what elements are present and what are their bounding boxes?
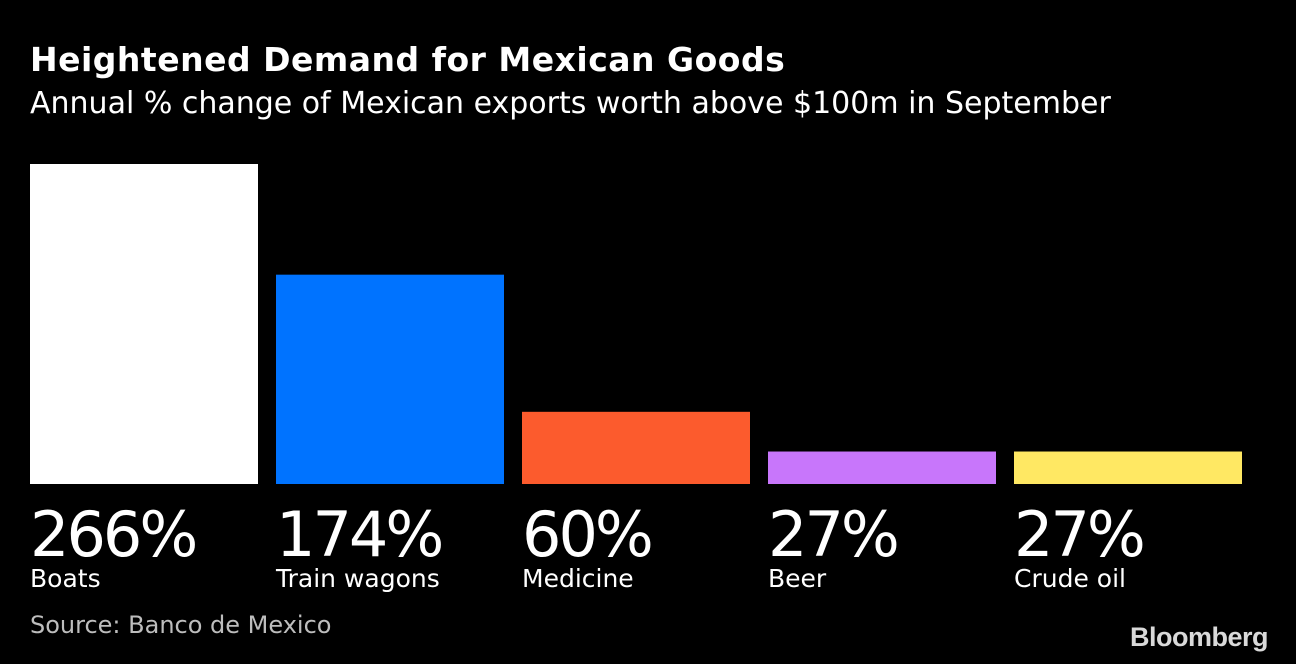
bar-train-wagons: [276, 274, 504, 484]
chart-subtitle: Annual % change of Mexican exports worth…: [30, 86, 1111, 121]
bar-medicine: [522, 411, 750, 484]
bar-beer: [768, 451, 996, 484]
source-note: Source: Banco de Mexico: [30, 611, 332, 639]
chart-title: Heightened Demand for Mexican Goods: [30, 40, 786, 79]
value-label: 174%: [276, 498, 441, 571]
category-label: Train wagons: [275, 564, 440, 593]
category-label: Medicine: [522, 564, 634, 593]
bar-boats: [30, 164, 258, 484]
value-label: 27%: [1014, 498, 1143, 571]
value-label: 266%: [30, 498, 195, 571]
value-label: 27%: [768, 498, 897, 571]
bloomberg-logo: Bloomberg: [1129, 622, 1269, 652]
bar-crude-oil: [1014, 451, 1242, 484]
category-label: Beer: [768, 564, 827, 593]
category-label: Crude oil: [1014, 564, 1126, 593]
value-label: 60%: [522, 498, 651, 571]
category-label: Boats: [30, 564, 101, 593]
